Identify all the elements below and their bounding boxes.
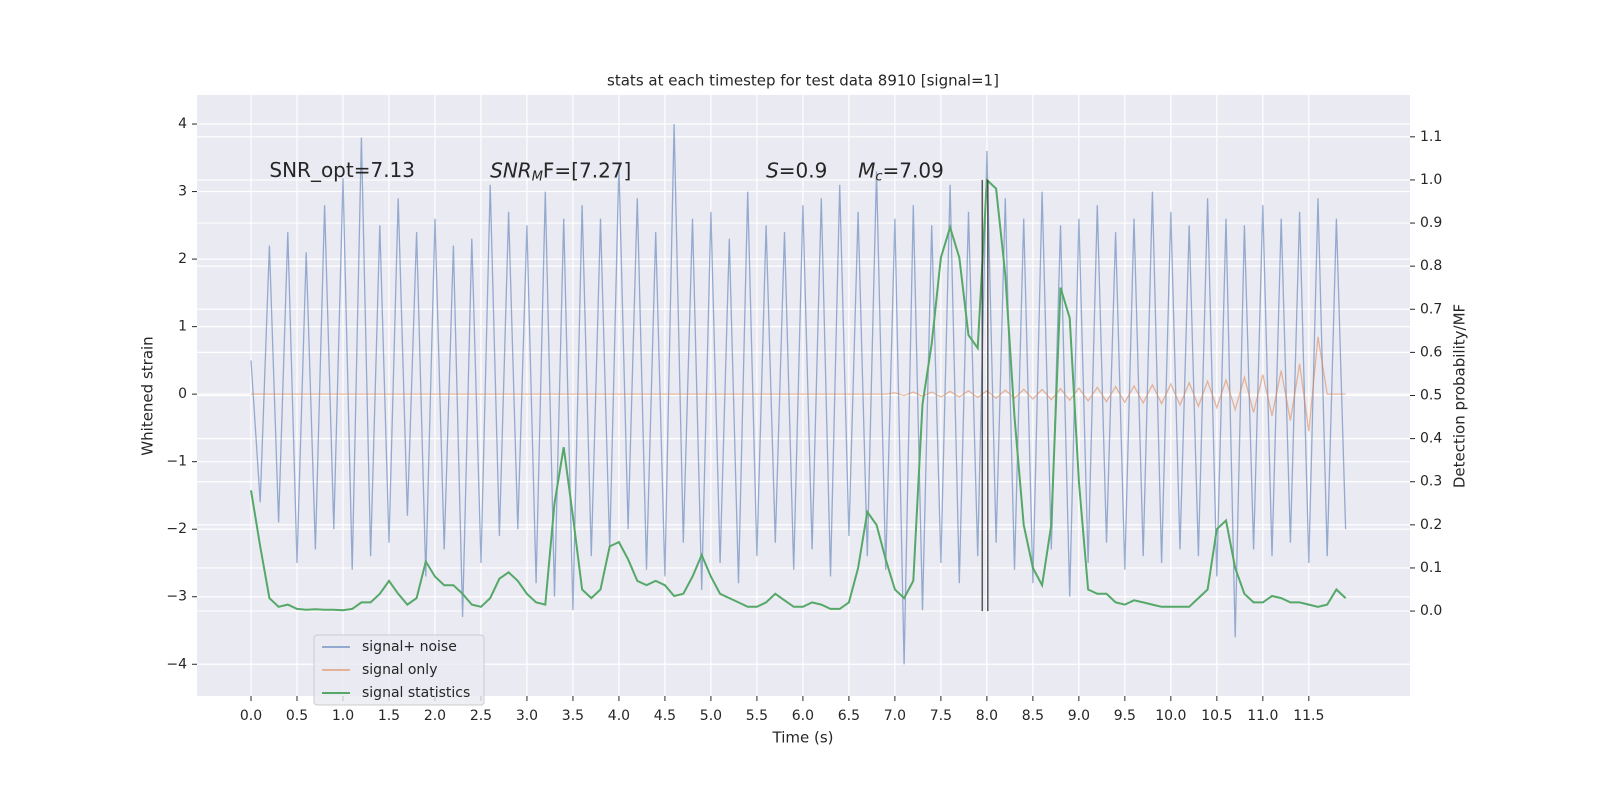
chart-title: stats at each timestep for test data 891…	[607, 72, 999, 90]
x-tick-label: 1.0	[332, 708, 354, 724]
x-tick-label: 3.0	[516, 708, 538, 724]
annotation: Mc=7.09	[858, 158, 944, 184]
series-line	[251, 336, 1346, 432]
annotation-part: SNR	[490, 158, 532, 182]
x-tick-label: 5.0	[700, 708, 722, 724]
y2-tick-label: 0.5	[1420, 388, 1442, 404]
y2-tick-label: 0.9	[1420, 215, 1442, 231]
y-axis-label: Whitened strain	[139, 336, 157, 455]
y2-tick-label: 1.0	[1420, 172, 1442, 188]
annotation-part: c	[875, 169, 882, 184]
x-tick-label: 2.5	[470, 708, 492, 724]
x-axis-label: Time (s)	[772, 729, 834, 747]
annotation-part: M	[532, 169, 543, 184]
annotation: SNRMF=[7.27]	[490, 158, 631, 184]
y-tick-label: 0	[178, 386, 187, 402]
y-tick-label: −4	[166, 656, 187, 672]
annotation: SNR_opt=7.13	[269, 158, 415, 182]
annotation-part: S	[766, 158, 779, 182]
y-tick-label: −2	[166, 521, 187, 537]
x-tick-label: 6.5	[838, 708, 860, 724]
y2-axis-label: Detection probability/MF	[1451, 304, 1469, 488]
y-tick-label: −1	[166, 454, 187, 470]
y-tick-label: 3	[178, 184, 187, 200]
y2-tick-label: 1.1	[1420, 129, 1442, 145]
annotation-part: M	[858, 158, 875, 182]
y2-tick-label: 0.1	[1420, 560, 1442, 576]
legend-label: signal statistics	[362, 685, 470, 701]
x-tick-label: 8.5	[1022, 708, 1044, 724]
x-tick-label: 4.5	[654, 708, 676, 724]
series-line	[250, 123, 1347, 665]
x-tick-label: 7.0	[884, 708, 906, 724]
x-tick-label: 5.5	[746, 708, 768, 724]
marks	[250, 123, 1347, 665]
x-tick-label: 0.5	[286, 708, 308, 724]
annotation-part: =0.9	[779, 158, 828, 182]
y-tick-label: −3	[166, 589, 187, 605]
legend-label: signal only	[362, 662, 437, 678]
annotation: S=0.9	[766, 158, 827, 182]
legend: signal+ noise signal only signal statistic…	[313, 634, 485, 706]
x-tick-label: 9.5	[1114, 708, 1136, 724]
y-tick-label: 1	[178, 319, 187, 335]
legend-label: signal+ noise	[362, 639, 457, 655]
y2-tick-label: 0.6	[1420, 344, 1442, 360]
x-tick-label: 0.0	[240, 708, 262, 724]
x-tick-label: 1.5	[378, 708, 400, 724]
x-tick-label: 10.0	[1155, 708, 1186, 724]
annotation-part: =7.09	[883, 158, 944, 182]
annotation-part: F=[7.27]	[543, 158, 631, 182]
x-tick-label: 2.0	[424, 708, 446, 724]
x-tick-label: 11.0	[1247, 708, 1278, 724]
x-tick-label: 11.5	[1293, 708, 1324, 724]
labels: 0.0 0.5 1.0 1.5 2.0 2.5 3.0 3.5 4.0 4.5 5.0 5.5 6.0 6…	[166, 116, 1442, 724]
y2-tick-label: 0.4	[1420, 431, 1442, 447]
y-tick-label: 2	[178, 251, 187, 267]
x-tick-label: 3.5	[562, 708, 584, 724]
y2-tick-label: 0.3	[1420, 474, 1442, 490]
x-tick-label: 7.5	[930, 708, 952, 724]
x-tick-label: 6.0	[792, 708, 814, 724]
legend-box	[313, 634, 485, 706]
x-tick-label: 4.0	[608, 708, 630, 724]
y-tick-label: 4	[178, 116, 187, 132]
y2-tick-label: 0.2	[1420, 517, 1442, 533]
series-line	[250, 177, 1347, 612]
x-tick-label: 9.0	[1068, 708, 1090, 724]
x-tick-label: 10.5	[1201, 708, 1232, 724]
x-tick-label: 8.0	[976, 708, 998, 724]
y2-tick-label: 0.8	[1420, 258, 1442, 274]
y2-tick-label: 0.0	[1420, 603, 1442, 619]
y2-tick-label: 0.7	[1420, 301, 1442, 317]
